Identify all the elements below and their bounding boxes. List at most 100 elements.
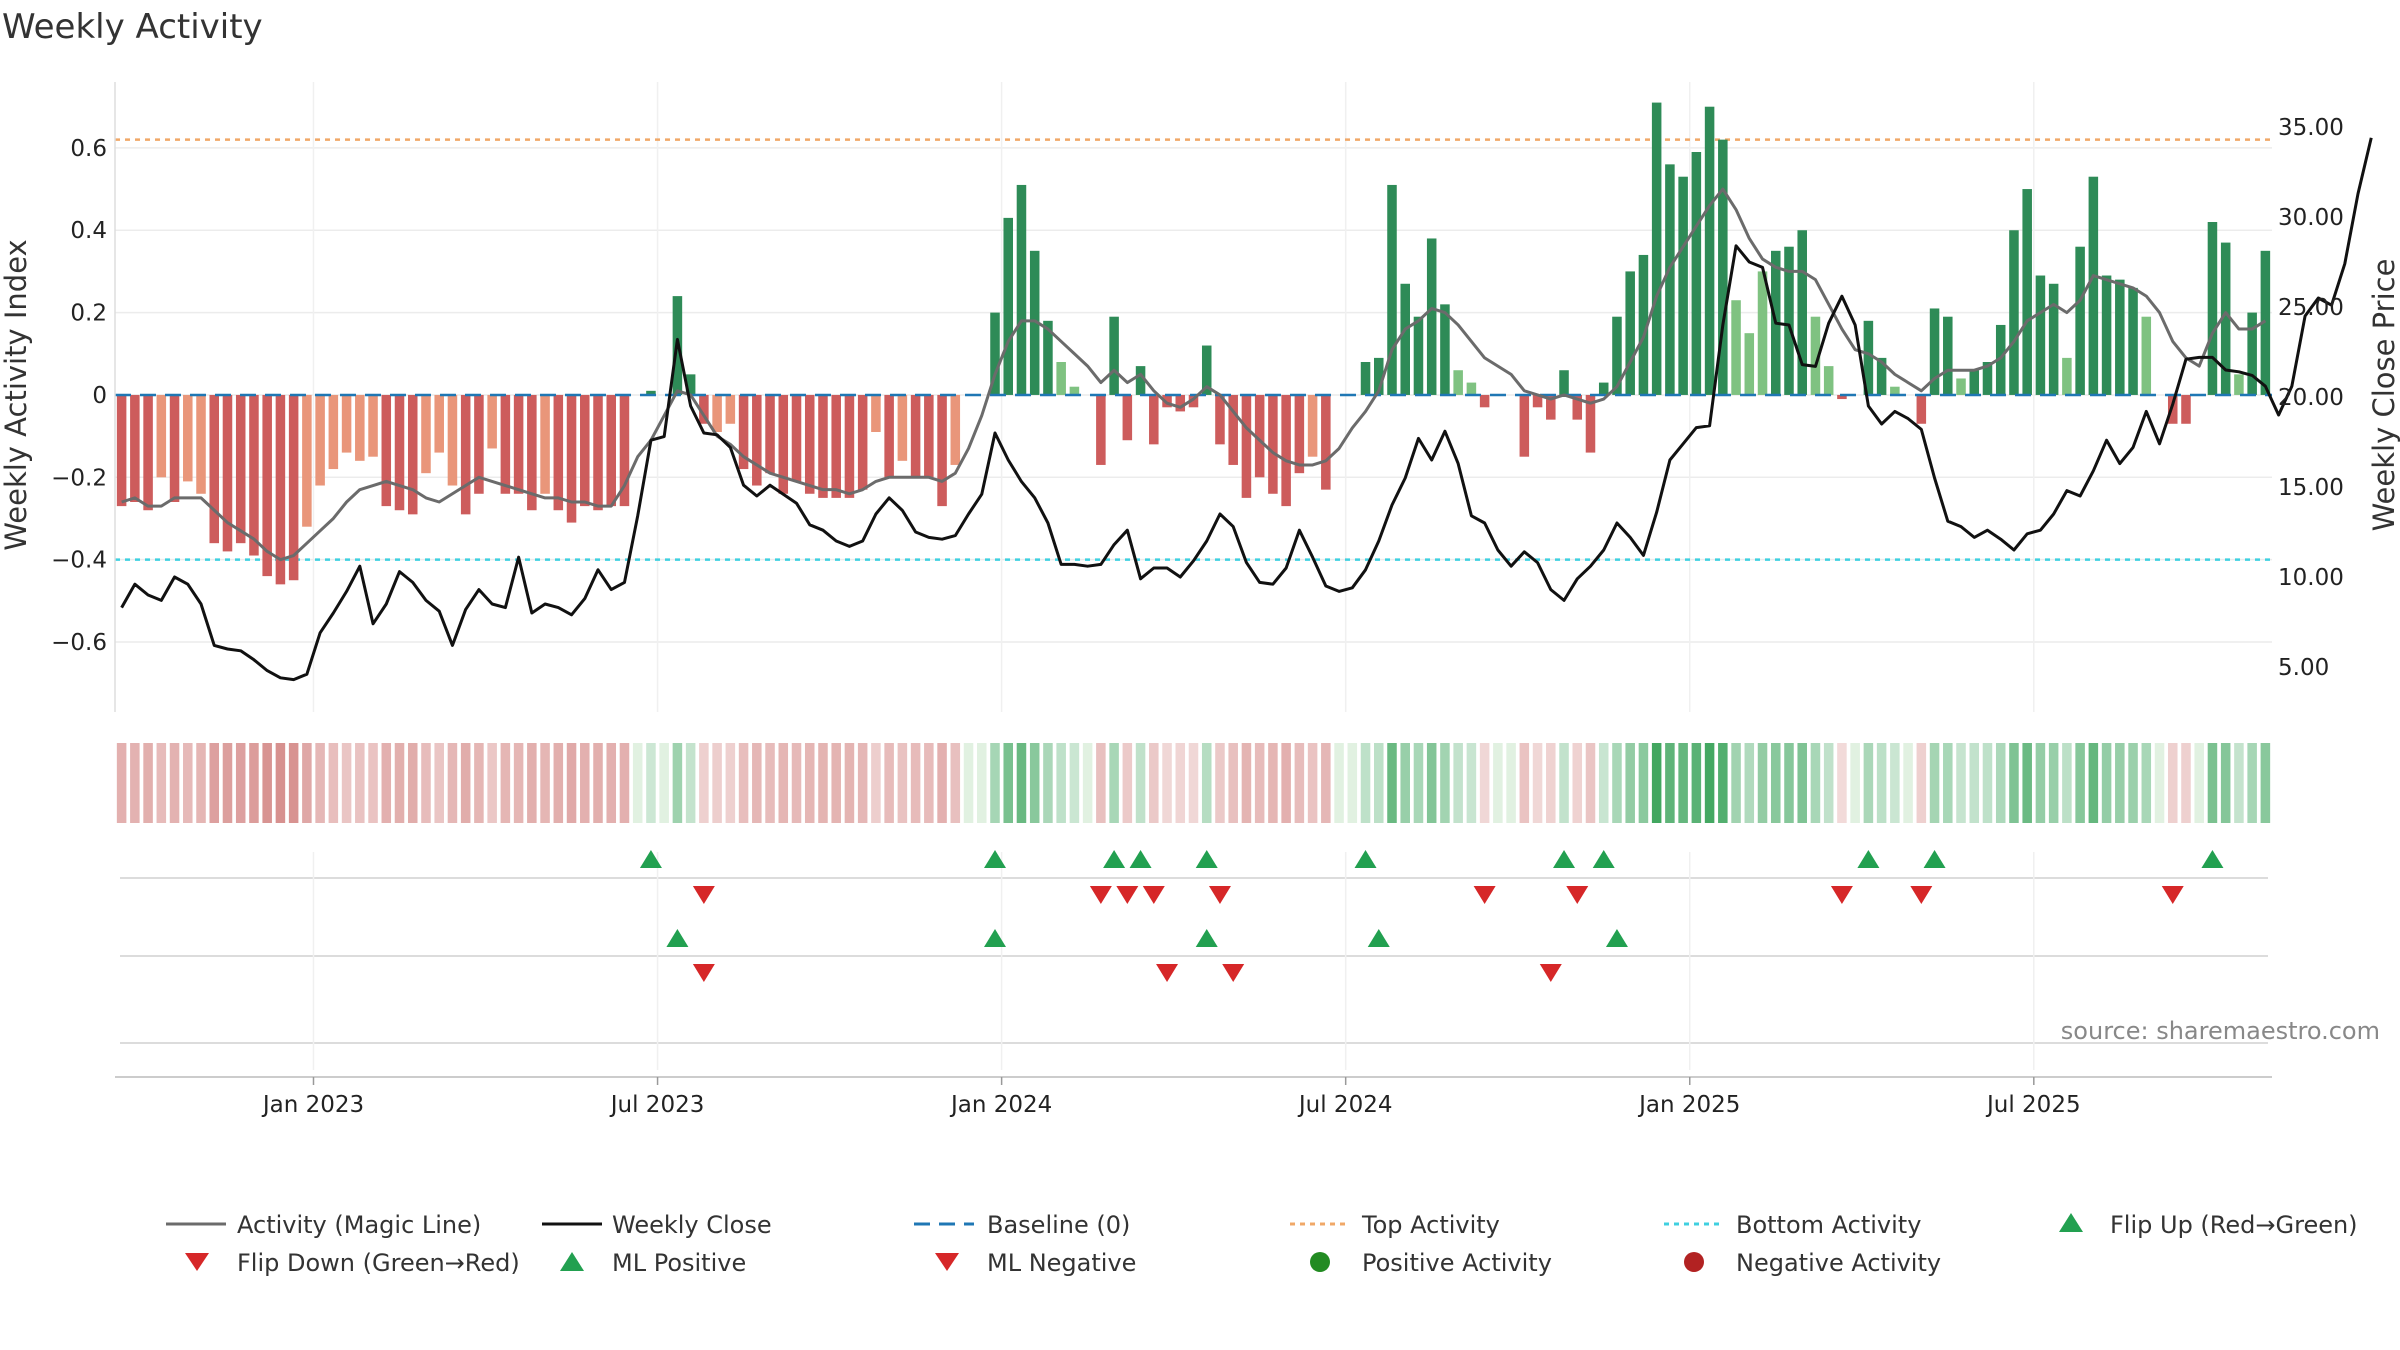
- activity-bar: [262, 394, 272, 577]
- legend-swatch-positive-activity: [1310, 1252, 1330, 1272]
- heat-cell: [659, 743, 669, 823]
- activity-bar: [1479, 394, 1490, 408]
- flip-down-marker: [1910, 886, 1933, 904]
- legend-label-flip-down: Flip Down (Green→Red): [237, 1249, 520, 1277]
- activity-bar: [2220, 242, 2231, 395]
- heat-cell: [1731, 743, 1741, 823]
- activity-bar: [1982, 362, 1993, 395]
- activity-bar: [937, 394, 947, 507]
- activity-bar: [1215, 394, 1225, 445]
- heat-cell: [1890, 743, 1900, 823]
- legend-label-magic-line: Activity (Magic Line): [237, 1211, 481, 1239]
- heat-cell: [1876, 743, 1887, 823]
- heat-cell: [1969, 743, 1980, 823]
- activity-bar: [1598, 382, 1609, 395]
- activity-bar: [1294, 394, 1305, 474]
- activity-bar: [1678, 176, 1688, 395]
- heat-cell: [2009, 743, 2019, 823]
- heat-cell: [2062, 743, 2072, 823]
- heat-cell: [818, 743, 828, 823]
- heat-cell: [156, 743, 167, 823]
- activity-bar: [752, 394, 762, 486]
- activity-bar: [725, 394, 736, 424]
- activity-bar: [328, 394, 339, 470]
- x-tick-label: Jan 2025: [1637, 1092, 1740, 1118]
- heat-cell: [1559, 743, 1569, 823]
- heat-cell: [937, 743, 947, 823]
- heat-cell: [738, 743, 749, 823]
- heat-cell: [1638, 743, 1649, 823]
- heat-cell: [765, 743, 775, 823]
- heat-cell: [1241, 743, 1252, 823]
- heat-cell: [1718, 743, 1728, 823]
- heat-cell: [1360, 743, 1371, 823]
- activity-bar: [1149, 394, 1159, 445]
- flip-up-marker: [1103, 850, 1126, 868]
- activity-bar: [738, 394, 749, 470]
- heat-cell: [2115, 743, 2125, 823]
- flip-down-marker: [1142, 886, 1165, 904]
- heat-cell: [275, 743, 286, 823]
- flip-down-marker: [1116, 886, 1139, 904]
- heat-cell: [2220, 743, 2231, 823]
- ml-positive-marker: [984, 929, 1007, 947]
- y2-tick-label: 25.00: [2278, 295, 2344, 321]
- y2-tick-label: 20.00: [2278, 385, 2344, 411]
- heat-cell: [434, 743, 444, 823]
- activity-bar: [2048, 283, 2059, 395]
- heat-cell: [2247, 743, 2257, 823]
- flip-down-marker: [692, 886, 715, 904]
- legend-item-weekly-close: Weekly Close: [542, 1211, 772, 1239]
- heat-cell: [1413, 743, 1424, 823]
- heat-cell: [1162, 743, 1172, 823]
- heat-cell: [222, 743, 233, 823]
- heat-cell: [1823, 743, 1834, 823]
- heat-cell: [685, 743, 696, 823]
- flip-up-marker: [1923, 850, 1946, 868]
- heat-cell: [831, 743, 841, 823]
- activity-bar: [1029, 250, 1040, 395]
- heat-cell: [1294, 743, 1305, 823]
- legend-item-negative-activity: Negative Activity: [1684, 1249, 1941, 1277]
- heat-cell: [1069, 743, 1080, 823]
- legend-swatch-flip-up: [2059, 1213, 2083, 1232]
- activity-bar: [1956, 378, 1966, 395]
- x-tick-label: Jan 2024: [949, 1092, 1052, 1118]
- activity-bar: [1995, 324, 2006, 395]
- activity-bar: [222, 394, 233, 552]
- activity-bar: [924, 394, 934, 478]
- activity-bar: [1254, 394, 1265, 478]
- activity-bar: [553, 394, 564, 511]
- x-tick-label: Jan 2023: [261, 1092, 364, 1118]
- activity-bar: [2062, 357, 2072, 395]
- activity-bar: [1784, 246, 1794, 395]
- activity-bar: [540, 394, 550, 494]
- activity-bar: [1228, 394, 1238, 465]
- activity-bar: [1400, 283, 1410, 395]
- activity-bar: [1069, 386, 1080, 395]
- activity-bar: [1863, 320, 1874, 395]
- heat-cell: [460, 743, 471, 823]
- heat-cell: [1466, 743, 1477, 823]
- activity-bar: [1016, 184, 1027, 395]
- activity-bar: [2035, 275, 2046, 395]
- heat-cell: [725, 743, 736, 823]
- activity-bar: [1466, 382, 1477, 395]
- activity-bar: [1704, 106, 1715, 395]
- heat-cell: [1122, 743, 1133, 823]
- heat-cell: [1201, 743, 1212, 823]
- legend: Activity (Magic Line) Weekly Close Basel…: [166, 1211, 2358, 1277]
- legend-item-baseline: Baseline (0): [914, 1211, 1130, 1239]
- heat-cell: [2260, 743, 2271, 823]
- heat-cell: [2234, 743, 2244, 823]
- activity-bar: [1532, 394, 1543, 408]
- legend-item-flip-up: Flip Up (Red→Green): [2059, 1211, 2358, 1239]
- flip-up-marker: [1195, 850, 1218, 868]
- flip-up-marker: [1592, 850, 1615, 868]
- activity-bar: [1162, 394, 1172, 408]
- flip-down-marker: [1830, 886, 1853, 904]
- heat-cell: [1995, 743, 2006, 823]
- ml-negative-marker: [1222, 964, 1245, 982]
- activity-bar: [1890, 386, 1900, 395]
- heat-cell: [566, 743, 577, 823]
